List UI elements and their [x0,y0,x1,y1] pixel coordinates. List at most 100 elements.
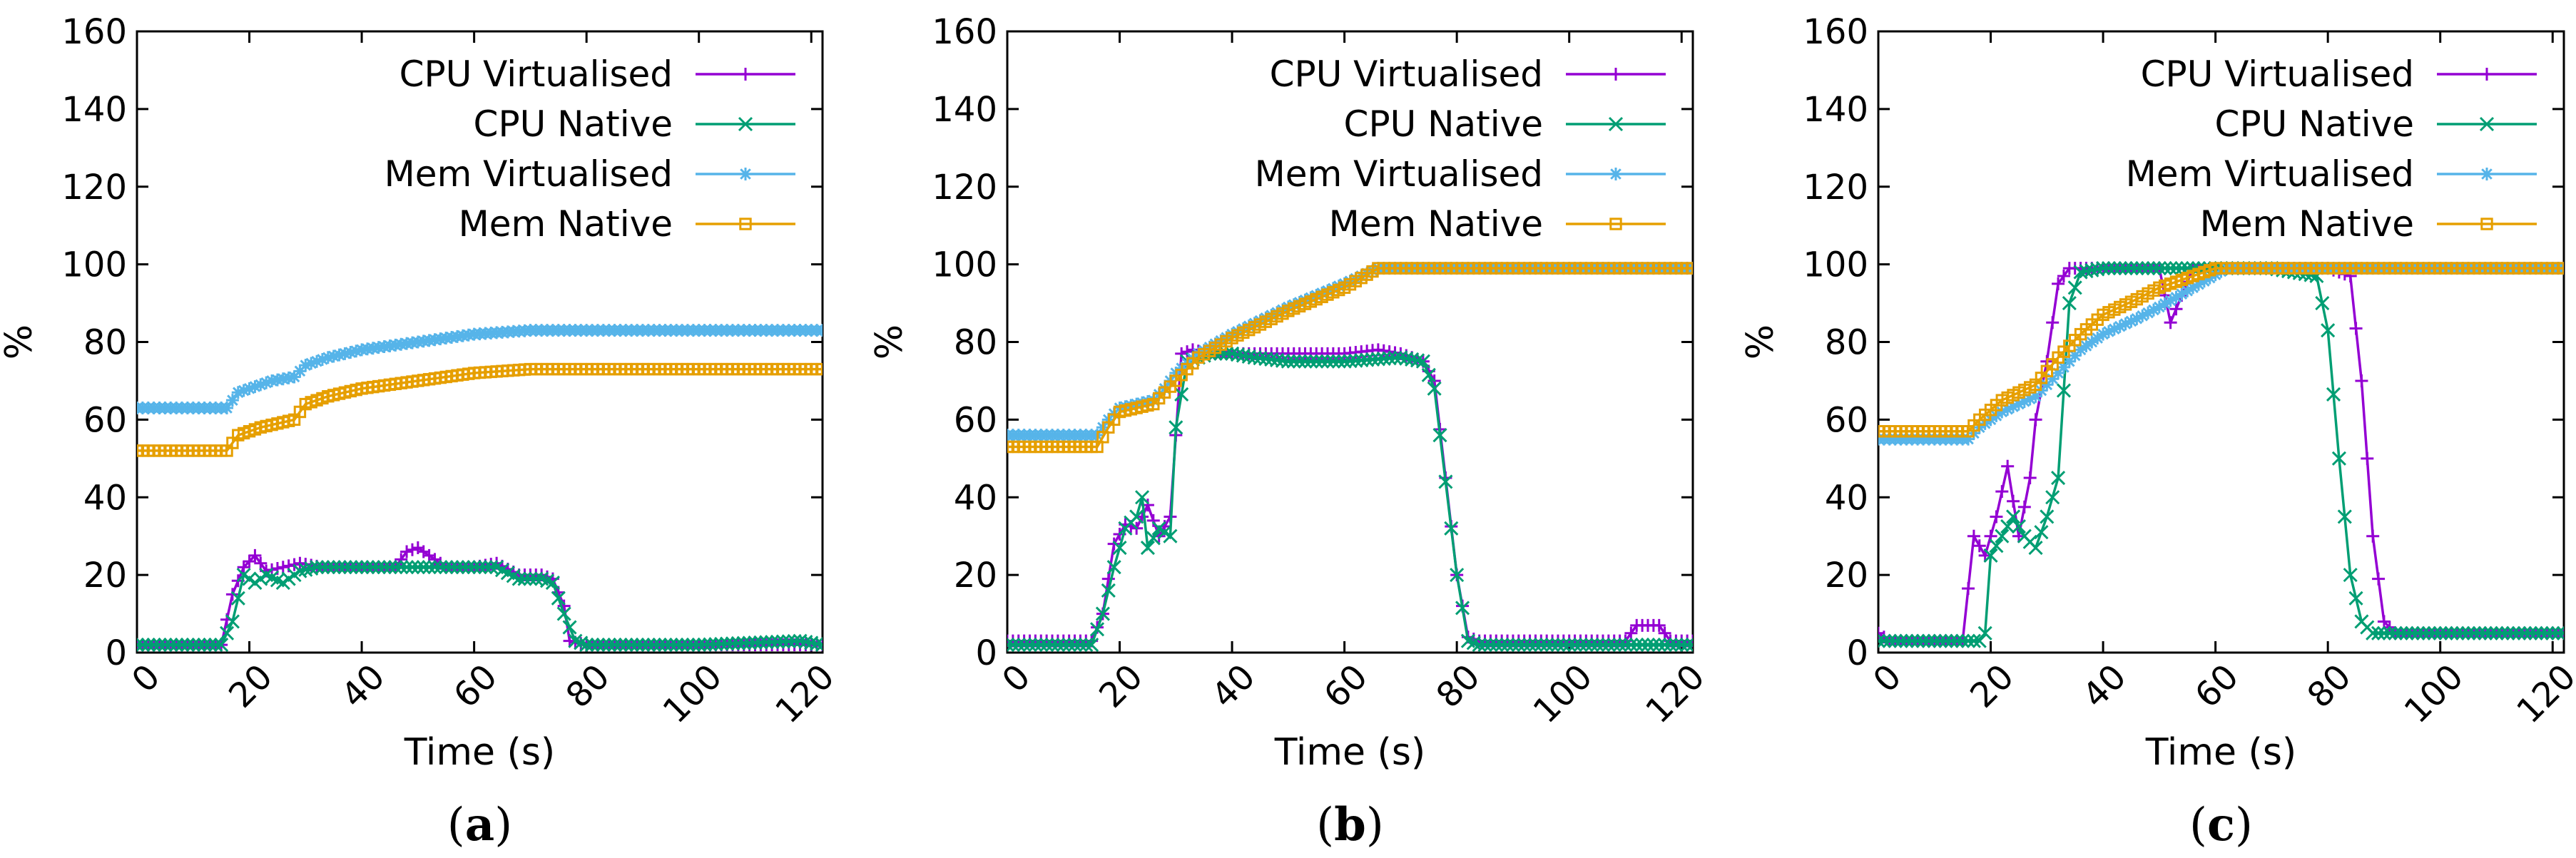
data-point [1995,528,2010,543]
data-point [1685,638,1693,653]
data-point [1657,638,1672,653]
data-point [467,560,482,575]
y-axis-title: % [0,325,41,359]
data-point [310,354,324,368]
data-point [2107,261,2122,276]
data-point [2040,509,2055,524]
x-tick-label: 80 [2300,657,2359,716]
y-axis-title: % [1739,325,1782,359]
data-point [816,362,823,376]
series-line [1878,267,2564,643]
y-axis-title: % [868,325,911,359]
panel-label: (a) [447,798,512,852]
data-point [1915,633,1931,648]
data-point [230,591,245,606]
data-point [1472,638,1487,653]
y-tick-label: 160 [932,12,997,52]
data-point [1101,572,1115,586]
data-point [2361,451,2374,465]
data-point [1477,638,1492,653]
data-point [163,638,178,653]
data-point [197,638,212,653]
data-point [1393,350,1408,365]
data-point [1669,638,1684,653]
data-point [225,614,240,629]
x-axis-title: Time (s) [1274,731,1425,774]
data-point [816,324,823,337]
data-point [1230,347,1246,362]
legend-entry-mem-virtualised: Mem Virtualised [1255,153,1666,195]
data-point [219,625,235,640]
data-point [1921,633,1936,648]
data-point [1388,350,1402,365]
data-point [2164,316,2177,330]
chart-panel-a: 0 20 40 60 80 100 120 140 160 0 20 40 60 80 100 120 Time… [0,12,842,852]
data-point [2376,625,2391,640]
data-point [137,638,150,653]
y-tick-label: 80 [83,323,127,363]
data-point [2495,625,2510,640]
data-point [2074,343,2087,357]
data-point [327,349,340,363]
data-point [736,635,751,650]
legend-label: CPU Virtualised [2141,53,2414,95]
data-point [1169,420,1183,435]
data-point [629,638,645,653]
y-tick-label: 120 [932,168,997,208]
data-point [2091,332,2104,345]
legend-marker [2480,218,2493,230]
data-point [1674,638,1689,653]
data-point [2506,625,2521,640]
data-point [1658,626,1671,640]
data-point [1298,354,1313,369]
data-point [641,638,656,653]
data-point [1039,638,1054,653]
data-point [2478,625,2493,640]
data-point [338,347,352,360]
data-point [1415,354,1430,369]
data-point [2011,519,2026,534]
data-point [1686,262,1693,275]
data-point [355,560,370,575]
data-point [1483,638,1498,653]
data-point [2472,625,2487,640]
legend-marker [739,68,752,81]
data-point [2556,625,2564,640]
legend-marker [739,168,752,180]
data-point [237,384,250,397]
data-point [562,620,577,635]
data-point [2130,312,2144,325]
data-point [350,344,363,358]
legend-marker [1608,116,1624,132]
data-point [1646,638,1661,653]
data-point [2181,284,2194,297]
series-mem-native [137,362,823,457]
data-point [2085,335,2099,349]
chart-panel-c: 0 20 40 60 80 100 120 140 160 0 20 40 60 80 100 120 Time… [1739,12,2576,852]
data-point [1360,352,1375,367]
data-point [2023,392,2037,406]
legend-marker [1609,168,1622,180]
data-point [1011,638,1026,653]
data-point [220,402,234,415]
x-tick-label: 0 [994,657,1038,700]
legend-label: Mem Virtualised [1255,153,1543,195]
data-point [484,560,499,575]
data-point [2393,625,2408,640]
data-point [2118,261,2133,276]
data-point [2522,625,2537,640]
data-point [2466,625,2482,640]
legend-marker [2480,68,2493,81]
data-point [714,636,729,651]
data-point [174,638,190,653]
data-point [2169,290,2183,304]
data-point [455,560,470,575]
data-point [1556,638,1571,653]
data-point [2097,327,2110,341]
data-point [1241,349,1256,364]
data-point [691,638,706,653]
data-point [1062,638,1076,653]
data-point [332,348,346,362]
data-point [1955,633,1970,648]
data-point [1893,633,1908,648]
